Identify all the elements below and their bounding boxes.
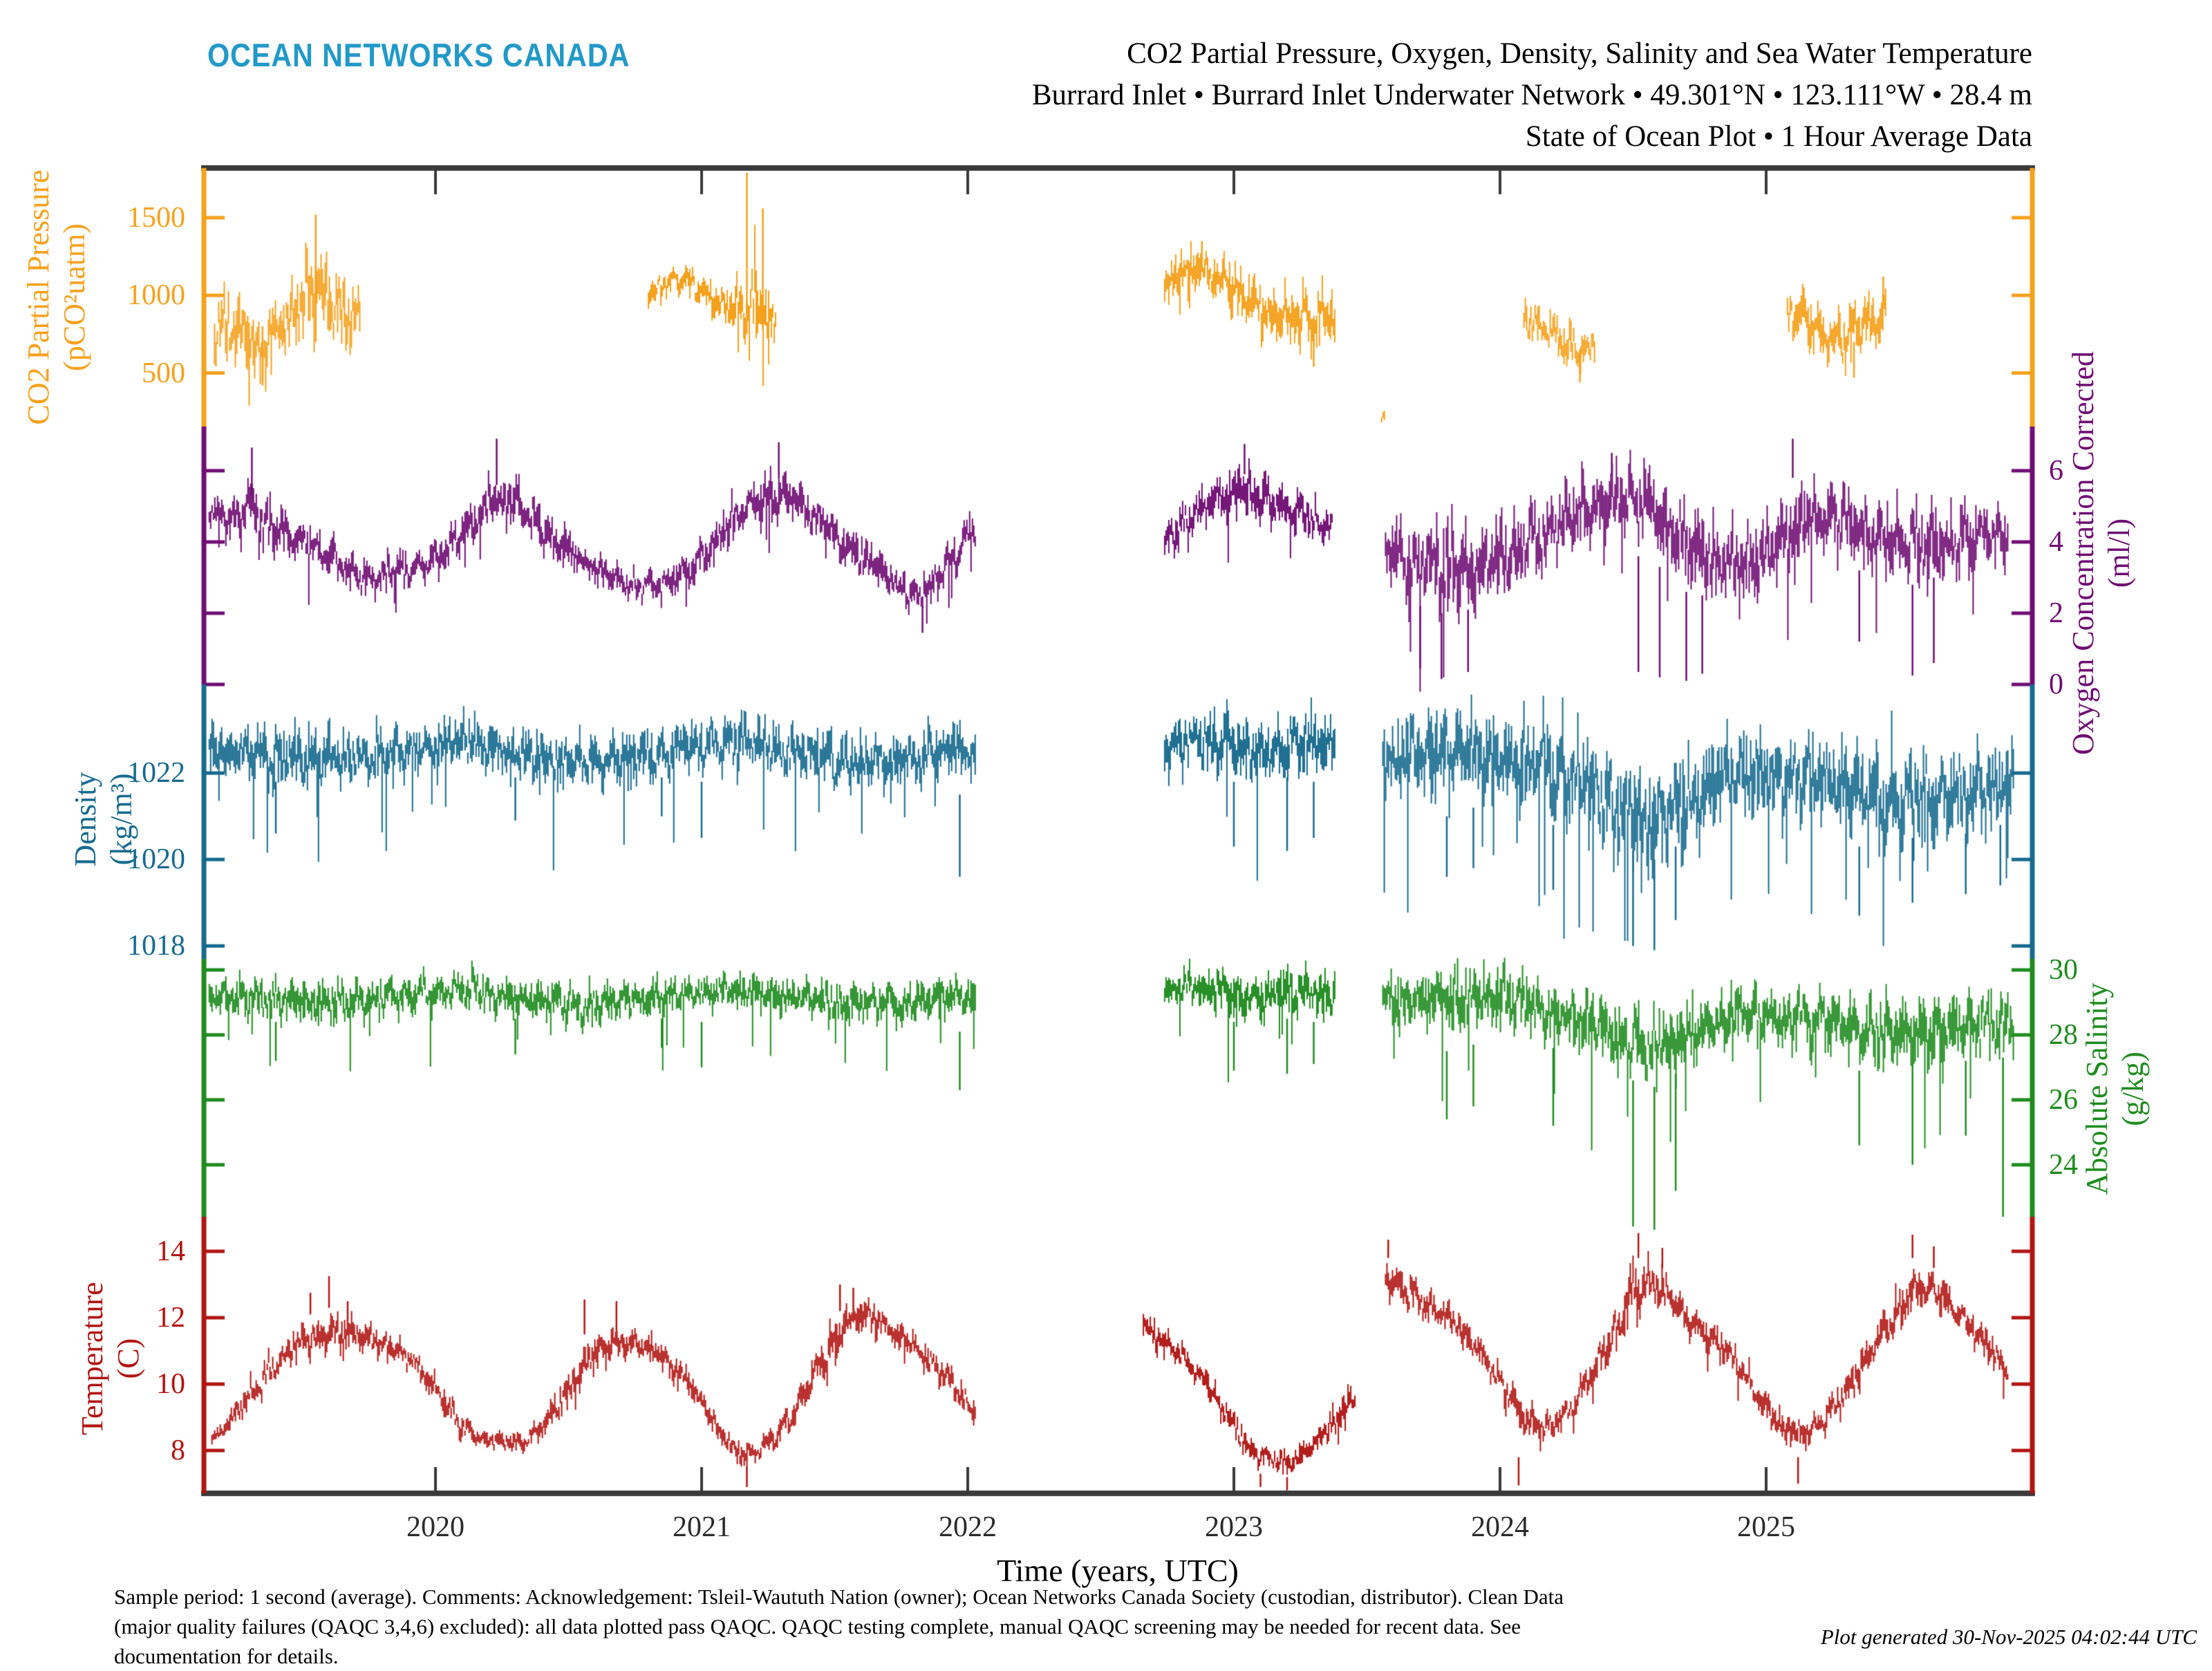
x-axis-label: Time (years, UTC) bbox=[997, 1553, 1239, 1588]
footer-line2: (major quality failures (QAQC 3,4,6) exc… bbox=[114, 1614, 1521, 1639]
x-tick-label: 2025 bbox=[1737, 1511, 1795, 1543]
density-axis-label: Density (kg/m³) bbox=[68, 772, 140, 867]
salinity-tick-label: 28 bbox=[2049, 1018, 2078, 1051]
salinity-tick-label: 24 bbox=[2049, 1148, 2078, 1181]
oxygen-axis-label: Oxygen Concentration Corrected (ml/l) bbox=[2065, 351, 2137, 755]
pco2-axis-label-unit: (pCO²uatm) bbox=[57, 223, 91, 371]
density-axis-label-name: Density bbox=[68, 772, 102, 867]
temperature-axis-label-name: Temperature bbox=[75, 1282, 109, 1435]
temperature-tick-label: 10 bbox=[156, 1368, 185, 1401]
pco2-tick-label: 500 bbox=[142, 357, 185, 389]
oxygen-axis-label-name: Oxygen Concentration Corrected bbox=[2066, 351, 2100, 756]
x-tick-label: 2022 bbox=[939, 1511, 997, 1543]
temperature-tick-label: 12 bbox=[156, 1301, 185, 1334]
oxygen-tick-label: 0 bbox=[2049, 669, 2063, 700]
pco2-axis-label: CO2 Partial Pressure (pCO²uatm) bbox=[21, 169, 93, 424]
plot-title-line1: CO2 Partial Pressure, Oxygen, Density, S… bbox=[1127, 37, 2032, 70]
salinity-axis-label-unit: (g/kg) bbox=[2116, 1052, 2150, 1126]
salinity-tick-label: 26 bbox=[2049, 1083, 2078, 1116]
oxygen-tick-label: 6 bbox=[2049, 454, 2063, 487]
density-tick-label: 1022 bbox=[127, 757, 185, 790]
x-tick-label: 2023 bbox=[1205, 1511, 1263, 1543]
oxygen-tick-label: 4 bbox=[2049, 525, 2063, 558]
x-tick-label: 2021 bbox=[673, 1511, 731, 1543]
temperature-axis-label: Temperature (C) bbox=[75, 1282, 147, 1435]
footer-line1: Sample period: 1 second (average). Comme… bbox=[114, 1585, 1564, 1609]
density-axis-label-unit: (kg/m³) bbox=[104, 773, 138, 866]
salinity-tick-label: 30 bbox=[2049, 953, 2078, 986]
salinity-axis-label: Absolute Salinity (g/kg) bbox=[2079, 983, 2151, 1195]
oxygen-tick-label: 2 bbox=[2049, 597, 2063, 629]
footer-line3: documentation for details. bbox=[114, 1644, 339, 1668]
pco2-tick-label: 1000 bbox=[127, 279, 185, 312]
plot-title: CO2 Partial Pressure, Oxygen, Density, S… bbox=[1032, 33, 2032, 158]
plot-title-line2: Burrard Inlet • Burrard Inlet Underwater… bbox=[1031, 79, 2032, 111]
pco2-axis-label-name: CO2 Partial Pressure bbox=[21, 169, 55, 425]
x-tick-label: 2020 bbox=[406, 1511, 465, 1543]
plot-title-line3: State of Ocean Plot • 1 Hour Average Dat… bbox=[1525, 120, 2032, 153]
density-tick-label: 1018 bbox=[127, 930, 185, 962]
temperature-tick-label: 14 bbox=[156, 1235, 185, 1267]
density-tick-label: 1020 bbox=[127, 843, 185, 876]
pco2-tick-label: 1500 bbox=[127, 201, 185, 234]
temperature-tick-label: 8 bbox=[171, 1435, 185, 1467]
footer-comments: Sample period: 1 second (average). Comme… bbox=[114, 1582, 1564, 1671]
temperature-axis-label-unit: (C) bbox=[111, 1338, 145, 1379]
x-tick-label: 2024 bbox=[1471, 1511, 1529, 1543]
plot-generated-timestamp: Plot generated 30-Nov-2025 04:02:44 UTC bbox=[1820, 1625, 2197, 1649]
salinity-axis-label-name: Absolute Salinity bbox=[2080, 982, 2114, 1195]
oxygen-axis-label-unit: (ml/l) bbox=[2102, 518, 2136, 588]
onc-logo: OCEAN NETWORKS CANADA bbox=[207, 37, 630, 73]
